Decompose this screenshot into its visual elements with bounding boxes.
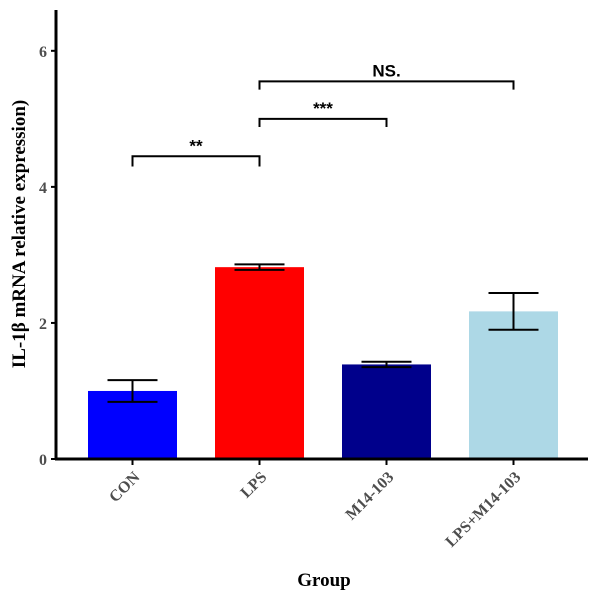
x-tick-label: LPS	[238, 469, 271, 502]
x-tick-label: CON	[106, 468, 143, 505]
significance-label: ***	[313, 99, 333, 118]
y-tick-label: 0	[39, 452, 47, 469]
significance-label: **	[189, 136, 203, 155]
error-bar	[234, 263, 285, 271]
x-axis-title: Group	[297, 570, 351, 591]
significance-bracket	[258, 117, 388, 128]
y-tick-label: 6	[39, 44, 47, 61]
significance-label: NS.	[372, 61, 400, 80]
bars-layer	[88, 267, 558, 459]
y-tick-label: 2	[39, 316, 47, 333]
y-axis-title: IL-1β mRNA relative expression)	[9, 100, 30, 368]
x-tick-label: M14-103	[343, 469, 398, 524]
y-ticks: 0 2 4 6	[39, 44, 56, 469]
error-bar	[107, 379, 158, 403]
x-ticks: CON LPS M14-103 LPS+M14-103	[106, 459, 524, 551]
axes-layer	[54, 10, 588, 461]
error-bars-layer	[107, 263, 539, 403]
bar-lps	[215, 267, 304, 459]
significance-bracket	[131, 155, 261, 167]
bar-m14-103	[342, 364, 431, 459]
significance-layer: *****NS.	[131, 61, 515, 167]
bar-lps-m14-103	[469, 311, 558, 459]
y-tick-label: 4	[39, 180, 47, 197]
x-tick-label: LPS+M14-103	[442, 469, 524, 551]
error-bar	[488, 292, 539, 331]
significance-bracket	[258, 80, 515, 90]
error-bar	[361, 360, 412, 369]
